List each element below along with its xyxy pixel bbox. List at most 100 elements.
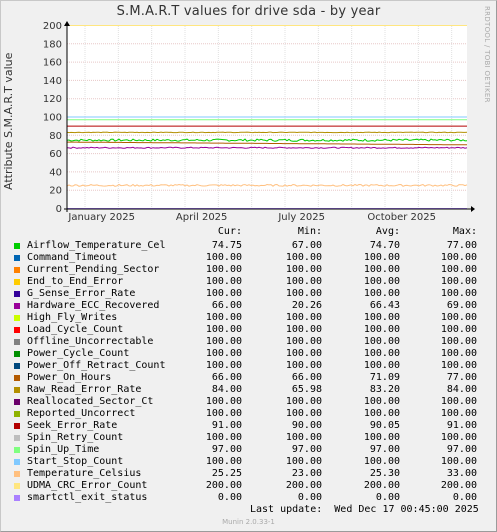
legend-value-avg: 100.00 — [363, 264, 400, 275]
legend-swatch — [14, 339, 20, 345]
legend-series-name: Raw_Read_Error_Rate — [27, 384, 142, 395]
legend-value-min: 100.00 — [285, 360, 322, 371]
legend-row: Raw_Read_Error_Rate 84.00 65.98 83.20 84.00 — [0, 384, 497, 396]
legend-value-max: 100.00 — [440, 276, 477, 287]
x-tick-label: January 2025 — [67, 212, 135, 223]
legend-value-cur: 66.00 — [211, 300, 242, 311]
header-min: Min: — [297, 226, 322, 237]
legend-value-min: 67.00 — [291, 240, 322, 251]
legend-value-cur: 100.00 — [205, 396, 242, 407]
legend-series-name: Current_Pending_Sector — [27, 264, 160, 275]
legend-value-max: 100.00 — [440, 432, 477, 443]
legend-value-max: 0.00 — [452, 492, 477, 503]
x-tick-labels: January 2025 April 2025 July 2025 October 2… — [67, 212, 436, 223]
y-tick-label: 40 — [49, 167, 62, 178]
legend-value-avg: 100.00 — [363, 360, 400, 371]
legend-value-min: 100.00 — [285, 432, 322, 443]
legend-value-avg: 90.05 — [369, 420, 400, 431]
legend-value-min: 100.00 — [285, 324, 322, 335]
legend-value-max: 100.00 — [440, 252, 477, 263]
legend-value-avg: 74.70 — [369, 240, 400, 251]
axes — [64, 21, 475, 212]
legend-swatch — [14, 327, 20, 333]
legend-swatch — [14, 243, 20, 249]
legend-value-min: 0.00 — [297, 492, 322, 503]
legend-value-max: 100.00 — [440, 288, 477, 299]
x-tick-label: April 2025 — [176, 212, 227, 223]
legend-value-max: 77.00 — [446, 240, 477, 251]
legend-series-name: Offline_Uncorrectable — [27, 336, 154, 347]
legend-swatch — [14, 447, 20, 453]
legend-value-min: 66.00 — [291, 372, 322, 383]
legend-value-cur: 100.00 — [205, 312, 242, 323]
legend-row: Spin_Retry_Count 100.00 100.00 100.00 100.00 — [0, 432, 497, 444]
y-tick-label: 140 — [43, 76, 62, 87]
x-axis-arrow — [471, 206, 475, 212]
legend-value-cur: 100.00 — [205, 408, 242, 419]
series-line — [67, 141, 467, 146]
y-tick-label: 180 — [43, 39, 62, 50]
legend-swatch — [14, 483, 20, 489]
legend-value-avg: 100.00 — [363, 396, 400, 407]
legend-value-min: 100.00 — [285, 252, 322, 263]
legend-row: smartctl_exit_status 0.00 0.00 0.00 0.00 — [0, 492, 497, 504]
legend-value-avg: 100.00 — [363, 348, 400, 359]
legend-value-cur: 100.00 — [205, 456, 242, 467]
legend-row: Current_Pending_Sector 100.00 100.00 100.00… — [0, 264, 497, 276]
legend-series-name: Start_Stop_Count — [27, 456, 124, 467]
legend-swatch — [14, 411, 20, 417]
legend-value-avg: 0.00 — [375, 492, 400, 503]
legend-row: Reported_Uncorrect 100.00 100.00 100.00 100.… — [0, 408, 497, 420]
legend-value-cur: 25.25 — [211, 468, 242, 479]
legend-row: Load_Cycle_Count 100.00 100.00 100.00 100.00 — [0, 324, 497, 336]
y-tick-label: 60 — [49, 149, 62, 160]
legend-value-max: 100.00 — [440, 336, 477, 347]
legend-swatch — [14, 423, 20, 429]
legend-value-min: 100.00 — [285, 288, 322, 299]
legend-value-max: 77.00 — [446, 372, 477, 383]
y-tick-label: 0 — [56, 204, 62, 215]
legend-value-min: 200.00 — [285, 480, 322, 491]
legend-swatch — [14, 459, 20, 465]
legend-value-min: 90.00 — [291, 420, 322, 431]
legend-row: High_Fly_Writes 100.00 100.00 100.00 100.00 — [0, 312, 497, 324]
legend-swatch — [14, 375, 20, 381]
header-cur: Cur: — [217, 226, 242, 237]
legend-value-avg: 100.00 — [363, 336, 400, 347]
y-tick-labels: 0 20 40 60 80 100 120 140 160 180 200 — [43, 21, 62, 215]
legend-value-min: 100.00 — [285, 336, 322, 347]
legend-value-avg: 25.30 — [369, 468, 400, 479]
legend-value-min: 100.00 — [285, 456, 322, 467]
legend-series-name: Command_Timeout — [27, 252, 118, 263]
legend-series-name: Spin_Up_Time — [27, 444, 100, 455]
legend-value-max: 100.00 — [440, 348, 477, 359]
legend-swatch — [14, 267, 20, 273]
series-line — [66, 131, 468, 134]
legend-swatch — [14, 399, 20, 405]
munin-version: Munin 2.0.33-1 — [222, 518, 275, 526]
legend-swatch — [14, 471, 20, 477]
legend-series-name: UDMA_CRC_Error_Count — [27, 480, 148, 491]
series-line — [66, 146, 468, 149]
legend-value-max: 100.00 — [440, 396, 477, 407]
legend-row: Offline_Uncorrectable 100.00 100.00 100.00 1… — [0, 336, 497, 348]
series-line — [66, 138, 468, 142]
legend-series-name: Power_On_Hours — [27, 372, 112, 383]
last-update: Last update: Wed Dec 17 00:45:00 2025 — [250, 504, 479, 515]
legend-row: Reallocated_Sector_Ct 100.00 100.00 100.00 1… — [0, 396, 497, 408]
smart-chart: 0 20 40 60 80 100 120 140 160 180 200 January 2025… — [43, 21, 475, 223]
legend-series-name: Power_Off_Retract_Count — [27, 360, 166, 371]
legend-value-cur: 100.00 — [205, 336, 242, 347]
legend-value-cur: 200.00 — [205, 480, 242, 491]
legend-value-max: 200.00 — [440, 480, 477, 491]
legend-value-cur: 84.00 — [211, 384, 242, 395]
y-tick-label: 160 — [43, 58, 62, 69]
legend-row: Command_Timeout 100.00 100.00 100.00 100.00 — [0, 252, 497, 264]
legend-value-min: 100.00 — [285, 348, 322, 359]
legend-series-name: Airflow_Temperature_Cel — [27, 240, 166, 251]
legend-value-avg: 100.00 — [363, 456, 400, 467]
x-tick-label: October 2025 — [367, 212, 436, 223]
y-tick-label: 80 — [49, 131, 62, 142]
legend-value-cur: 74.75 — [211, 240, 242, 251]
y-tick-label: 200 — [43, 21, 62, 32]
